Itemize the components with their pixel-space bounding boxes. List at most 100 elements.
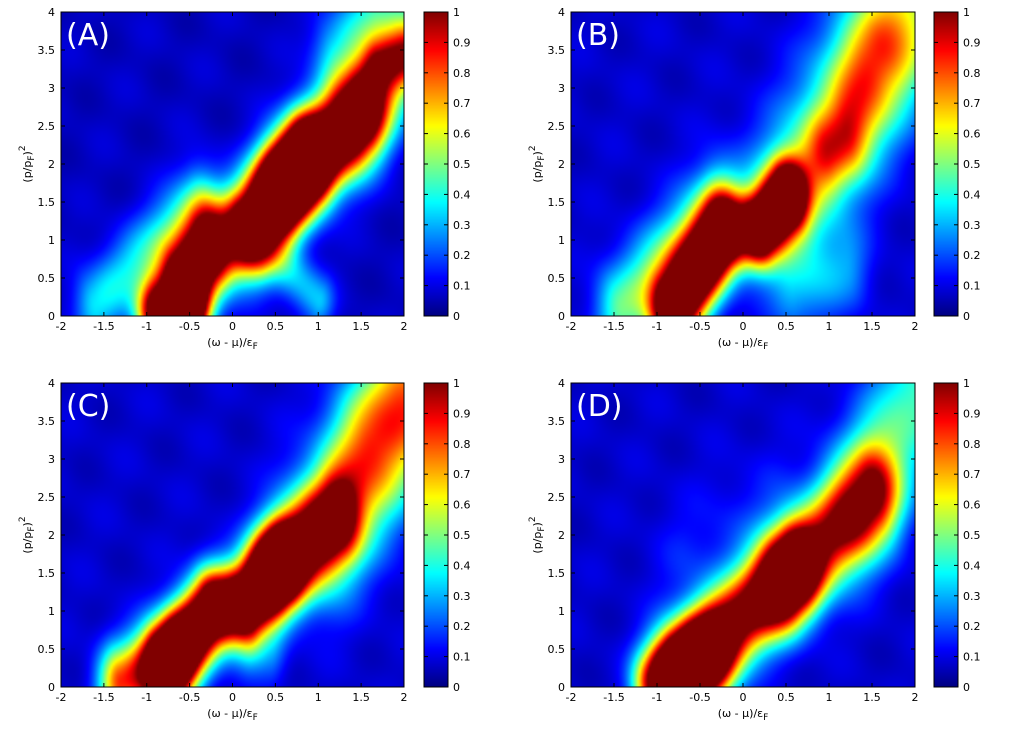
x-tick-label: 0.5 bbox=[777, 691, 795, 704]
panel-d: -2 -1.5 -1 -0.5 0 0.5 1 1.5 2 0 0.5 1 1.5 2 2.5 3 3.5 4 (ω… bbox=[528, 377, 981, 723]
y-tick-label: 2 bbox=[48, 529, 55, 542]
colorbar-tick-label: 0.1 bbox=[963, 280, 981, 293]
y-tick-label: 0 bbox=[558, 310, 565, 323]
x-tick-label: -0.5 bbox=[689, 320, 710, 333]
colorbar-tick-label: 0.3 bbox=[963, 590, 981, 603]
colorbar-tick-label: 0 bbox=[963, 681, 970, 694]
x-tick-label: -1 bbox=[141, 691, 152, 704]
x-tick-label: 1 bbox=[826, 691, 833, 704]
x-tick-label: -0.5 bbox=[179, 691, 200, 704]
colorbar-tick-label: 0.2 bbox=[453, 620, 471, 633]
colorbar-tick-label: 0.9 bbox=[963, 407, 981, 420]
colorbar: 0 0.1 0.2 0.3 0.4 0.5 0.6 0.7 0.8 0.9 1 bbox=[933, 6, 981, 323]
y-tick-label: 3.5 bbox=[548, 44, 566, 57]
colorbar-tick-label: 0.7 bbox=[963, 468, 981, 481]
x-tick-label: 0.5 bbox=[267, 691, 285, 704]
colorbar-tick-label: 1 bbox=[453, 6, 460, 19]
x-tick-label: 2 bbox=[401, 320, 408, 333]
x-axis-label: (ω - μ)/εF bbox=[207, 707, 258, 723]
y-tick-label: 2.5 bbox=[548, 120, 566, 133]
colorbar-tick-label: 0.8 bbox=[963, 67, 981, 80]
colorbar-tick-label: 0.6 bbox=[453, 499, 471, 512]
x-tick-label: 0 bbox=[229, 691, 236, 704]
colorbar-tick-label: 0.4 bbox=[963, 188, 981, 201]
y-tick-label: 1.5 bbox=[38, 567, 56, 580]
y-axis-label: (p/pF)2 bbox=[18, 516, 37, 553]
x-tick-label: -2 bbox=[566, 691, 577, 704]
heatmap-image bbox=[61, 12, 404, 316]
colorbar-tick-label: 0.5 bbox=[453, 529, 471, 542]
y-tick-label: 0.5 bbox=[548, 272, 566, 285]
x-tick-label: 2 bbox=[912, 320, 919, 333]
y-tick-label: 1.5 bbox=[38, 196, 56, 209]
colorbar-tick-label: 0.8 bbox=[963, 438, 981, 451]
y-tick-label: 3 bbox=[48, 82, 55, 95]
y-tick-label: 2.5 bbox=[38, 491, 56, 504]
heatmap-image bbox=[571, 383, 915, 687]
x-tick-label: 0 bbox=[229, 320, 236, 333]
colorbar-tick-label: 0.7 bbox=[453, 97, 471, 110]
y-tick-label: 1 bbox=[558, 605, 565, 618]
x-tick-label: -1 bbox=[652, 320, 663, 333]
y-tick-label: 2 bbox=[558, 529, 565, 542]
y-tick-label: 0 bbox=[48, 681, 55, 694]
x-axis-label: (ω - μ)/εF bbox=[718, 336, 769, 352]
y-tick-label: 1 bbox=[558, 234, 565, 247]
colorbar-tick-label: 0.2 bbox=[963, 249, 981, 262]
x-tick-label: 1.5 bbox=[352, 691, 370, 704]
y-tick-label: 1 bbox=[48, 605, 55, 618]
x-tick-label: 2 bbox=[401, 691, 408, 704]
x-tick-label: -0.5 bbox=[689, 691, 710, 704]
y-tick-label: 2 bbox=[558, 158, 565, 171]
colorbar-tick-label: 0.7 bbox=[963, 97, 981, 110]
colorbar-tick-label: 0.2 bbox=[453, 249, 471, 262]
y-tick-label: 3 bbox=[48, 453, 55, 466]
colorbar-tick-label: 0.3 bbox=[963, 219, 981, 232]
x-tick-label: 1 bbox=[315, 320, 322, 333]
colorbar-tick-label: 0.6 bbox=[963, 128, 981, 141]
panel-b: -2 -1.5 -1 -0.5 0 0.5 1 1.5 2 0 0.5 1 1.5 2 2.5 3 3.5 4 (ω… bbox=[528, 6, 981, 352]
y-tick-label: 0.5 bbox=[38, 272, 56, 285]
colorbar: 0 0.1 0.2 0.3 0.4 0.5 0.6 0.7 0.8 0.9 1 bbox=[423, 6, 471, 323]
colorbar-tick-label: 0 bbox=[453, 681, 460, 694]
x-tick-label: -1 bbox=[652, 691, 663, 704]
colorbar-tick-label: 0.3 bbox=[453, 590, 471, 603]
heatmap-image bbox=[61, 383, 404, 687]
colorbar-tick-label: 0.5 bbox=[453, 158, 471, 171]
x-tick-label: 1.5 bbox=[863, 691, 881, 704]
colorbar-tick-label: 0.4 bbox=[453, 559, 471, 572]
y-tick-label: 3.5 bbox=[548, 415, 566, 428]
y-tick-label: 4 bbox=[558, 377, 565, 390]
colorbar-tick-label: 0.9 bbox=[963, 36, 981, 49]
y-tick-label: 0 bbox=[48, 310, 55, 323]
colorbar-tick-label: 0.2 bbox=[963, 620, 981, 633]
colorbar-tick-label: 0.1 bbox=[963, 651, 981, 664]
y-tick-label: 0 bbox=[558, 681, 565, 694]
x-tick-label: 1 bbox=[826, 320, 833, 333]
y-tick-label: 3 bbox=[558, 82, 565, 95]
x-tick-label: 1.5 bbox=[352, 320, 370, 333]
colorbar-tick-label: 0.8 bbox=[453, 438, 471, 451]
y-tick-label: 1.5 bbox=[548, 567, 566, 580]
colorbar-tick-label: 0.5 bbox=[963, 158, 981, 171]
panel-c: -2 -1.5 -1 -0.5 0 0.5 1 1.5 2 0 0.5 1 1.5 2 2.5 3 3.5 4 (ω… bbox=[18, 377, 471, 723]
x-tick-label: 0.5 bbox=[777, 320, 795, 333]
x-tick-label: 2 bbox=[912, 691, 919, 704]
colorbar-tick-label: 0.1 bbox=[453, 651, 471, 664]
x-tick-label: -1.5 bbox=[93, 320, 114, 333]
panel-label: (D) bbox=[576, 389, 623, 424]
x-tick-label: -2 bbox=[566, 320, 577, 333]
colorbar-tick-label: 0.6 bbox=[963, 499, 981, 512]
x-tick-label: -1.5 bbox=[93, 691, 114, 704]
panel-label: (B) bbox=[576, 18, 620, 53]
y-axis-label: (p/pF)2 bbox=[528, 516, 547, 553]
x-tick-label: 1.5 bbox=[863, 320, 881, 333]
colorbar-tick-label: 0.1 bbox=[453, 280, 471, 293]
colorbar-tick-label: 0.6 bbox=[453, 128, 471, 141]
y-tick-label: 1.5 bbox=[548, 196, 566, 209]
panel-a: -2 -1.5 -1 -0.5 0 0.5 1 1.5 2 0 0.5 1 1.5 2 2.5 3 3.5 4 (ω… bbox=[18, 6, 471, 352]
y-tick-label: 4 bbox=[48, 6, 55, 19]
x-tick-label: 0 bbox=[740, 320, 747, 333]
y-tick-label: 3 bbox=[558, 453, 565, 466]
colorbar: 0 0.1 0.2 0.3 0.4 0.5 0.6 0.7 0.8 0.9 1 bbox=[933, 377, 981, 694]
